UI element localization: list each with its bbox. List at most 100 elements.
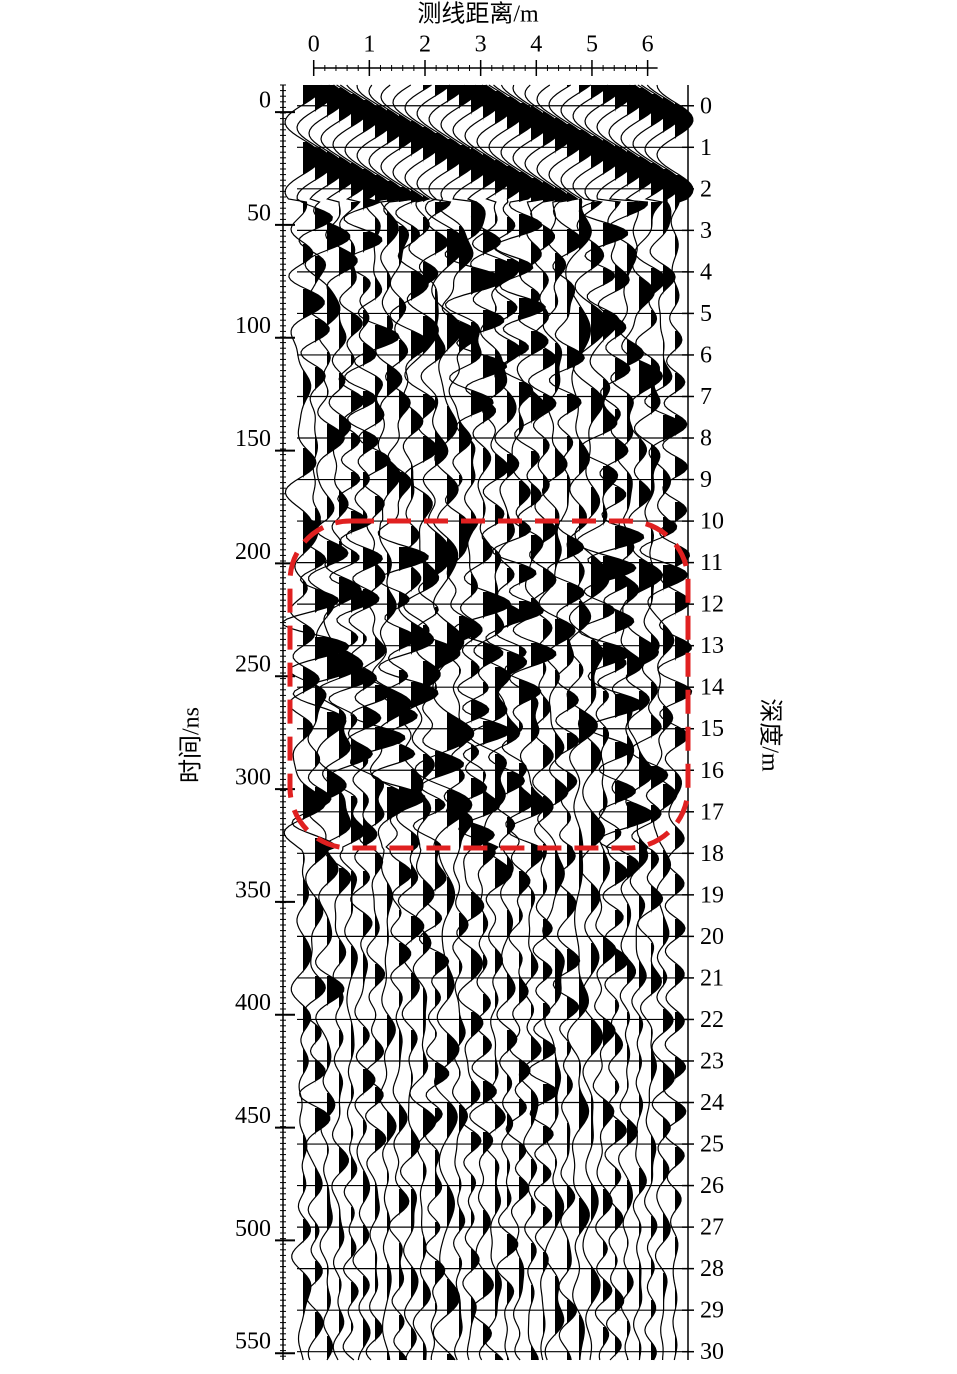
- y2-tick-label: 3: [700, 218, 712, 244]
- trace: [536, 84, 576, 1361]
- traces: [282, 84, 694, 1361]
- x-axis-title: 测线距离/m: [417, 1, 539, 28]
- y2-tick-label: 20: [700, 924, 724, 950]
- trace: [587, 84, 645, 1361]
- trace: [620, 84, 664, 1361]
- trace: [282, 84, 350, 1361]
- trace: [326, 84, 376, 1361]
- trace-fill: [435, 85, 464, 1315]
- y2-tick-label: 12: [700, 592, 724, 618]
- trace: [639, 84, 688, 1361]
- y2-tick-label: 11: [700, 550, 723, 576]
- trace-fill: [363, 100, 383, 1351]
- trace-fill: [651, 94, 669, 1360]
- trace: [437, 84, 481, 1361]
- y-tick-label: 250: [235, 652, 271, 678]
- trace-fill: [555, 118, 575, 1336]
- y2-tick-label: 28: [700, 1256, 724, 1282]
- y2-axis-title: 深度/m: [756, 698, 783, 772]
- trace-fill: [603, 85, 636, 1348]
- trace: [453, 84, 512, 1361]
- trace: [524, 84, 562, 1361]
- y2-tick-label: 27: [700, 1215, 724, 1241]
- trace: [343, 84, 383, 1361]
- y-tick-label: 300: [235, 765, 271, 791]
- y-tick-label: 100: [235, 313, 271, 339]
- x-tick-label: 5: [586, 32, 598, 58]
- y-tick-label: 500: [235, 1216, 271, 1242]
- y2-tick-label: 14: [700, 675, 724, 701]
- y2-tick-label: 29: [700, 1298, 724, 1324]
- trace: [629, 84, 670, 1361]
- trace: [576, 85, 637, 1361]
- x-tick-label: 3: [475, 32, 487, 58]
- trace-fill: [531, 106, 556, 1360]
- trace: [547, 84, 586, 1361]
- y2-tick-label: 5: [700, 301, 712, 327]
- y2-tick-label: 4: [700, 259, 712, 285]
- y2-tick-label: 19: [700, 882, 724, 908]
- y2-tick-label: 21: [700, 965, 724, 991]
- y-tick-label: 0: [259, 88, 271, 114]
- trace-fill: [423, 85, 441, 1360]
- y-axis-title: 时间/ns: [178, 707, 205, 783]
- trace-fill: [387, 109, 412, 1360]
- y2-tick-label: 23: [700, 1048, 724, 1074]
- y2-tick-label: 0: [700, 93, 712, 119]
- y-tick-label: 200: [235, 539, 271, 565]
- y2-tick-label: 8: [700, 426, 712, 452]
- y-tick-label: 50: [247, 200, 271, 226]
- x-tick-label: 1: [363, 32, 375, 58]
- y2-tick-label: 24: [700, 1090, 724, 1116]
- trace: [656, 84, 694, 1361]
- y2-tick-label: 2: [700, 176, 712, 202]
- y2-tick-label: 16: [700, 758, 724, 784]
- x-tick-label: 0: [308, 32, 320, 58]
- y2-tick-label: 25: [700, 1132, 724, 1158]
- trace: [598, 84, 655, 1361]
- y2-tick-label: 13: [700, 633, 724, 659]
- y-tick-label: 550: [235, 1329, 271, 1355]
- trace: [368, 84, 413, 1361]
- trace: [414, 84, 475, 1361]
- trace: [444, 84, 505, 1361]
- y2-tick-label: 6: [700, 342, 712, 368]
- y-tick-label: 450: [235, 1103, 271, 1129]
- trace: [377, 84, 439, 1361]
- x-tick-label: 6: [642, 32, 654, 58]
- highlight-region: [287, 518, 691, 851]
- y2-tick-label: 7: [700, 384, 712, 410]
- trace: [485, 84, 528, 1361]
- y2-tick-label: 1: [700, 135, 712, 161]
- y2-tick-label: 10: [700, 509, 724, 535]
- trace: [403, 84, 442, 1361]
- trace-fill: [303, 85, 326, 1360]
- y2-tick-label: 18: [700, 841, 724, 867]
- x-tick-label: 2: [419, 32, 431, 58]
- trace: [349, 84, 406, 1361]
- y2-tick-label: 17: [700, 799, 724, 825]
- y2-tick-label: 26: [700, 1173, 724, 1199]
- trace-fill: [591, 85, 610, 1354]
- y-tick-label: 150: [235, 426, 271, 452]
- trace: [315, 84, 364, 1361]
- trace: [412, 84, 465, 1360]
- y2-tick-label: 30: [700, 1339, 724, 1365]
- y2-tick-label: 9: [700, 467, 712, 493]
- trace: [568, 84, 610, 1361]
- trace-fill: [315, 85, 349, 1339]
- trace-fill: [663, 97, 688, 1354]
- trace-fill: [519, 103, 546, 1360]
- y-tick-label: 350: [235, 877, 271, 903]
- trace-fill: [543, 112, 561, 1339]
- y-tick-label: 400: [235, 990, 271, 1016]
- trace-fill: [399, 115, 429, 1360]
- trace: [370, 84, 429, 1361]
- y2-tick-label: 22: [700, 1007, 724, 1033]
- trace-fill: [627, 85, 654, 1360]
- x-tick-label: 4: [530, 32, 542, 58]
- y2-tick-label: 15: [700, 716, 724, 742]
- trace: [469, 84, 519, 1361]
- trace-fill: [411, 121, 438, 1351]
